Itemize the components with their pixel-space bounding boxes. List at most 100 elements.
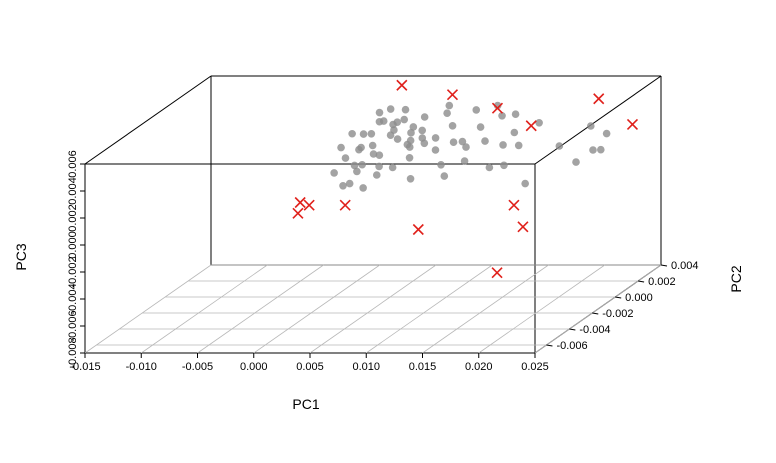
y-tick-label: -0.002: [602, 308, 633, 320]
x-tick-label: 0.010: [352, 361, 380, 373]
z-tick-label: -0.002: [67, 256, 79, 287]
highlight-point: [626, 118, 639, 130]
z-tick-label: -0.008: [67, 337, 79, 368]
floor-grid-line: [197, 264, 324, 354]
data-points: [292, 79, 639, 279]
floor-grid-line: [253, 264, 380, 354]
data-point: [337, 143, 345, 152]
data-point: [406, 175, 415, 183]
data-point: [449, 138, 458, 146]
data-point: [368, 141, 377, 150]
data-point: [498, 112, 506, 120]
data-point: [458, 137, 467, 146]
highlight-point: [396, 79, 408, 91]
z-tick-label: 0.000: [67, 231, 79, 259]
z-tick-label: 0.004: [67, 177, 79, 205]
y-axis-title: PC2: [728, 265, 744, 292]
data-point: [521, 179, 529, 188]
y-tick-mark: [592, 312, 599, 315]
data-point: [406, 136, 415, 145]
x-tick-label: 0.005: [296, 361, 324, 373]
floor-grid-line: [141, 264, 268, 354]
data-point: [472, 106, 481, 114]
data-point: [358, 160, 366, 169]
data-point: [375, 162, 383, 171]
data-point: [431, 134, 440, 142]
data-point: [341, 154, 350, 162]
data-point: [386, 105, 395, 113]
highlight-point: [339, 199, 351, 211]
y-tick-mark: [638, 280, 645, 283]
floor-grid: [84, 264, 662, 354]
data-point: [481, 137, 489, 145]
y-tick-label: 0.000: [625, 292, 653, 304]
data-point: [602, 129, 611, 138]
data-point: [420, 113, 429, 121]
data-point: [388, 163, 397, 172]
data-point: [420, 139, 429, 148]
floor-grid-line: [478, 264, 605, 354]
data-point: [499, 141, 507, 149]
plot-box: [84, 75, 662, 354]
box-edge: [84, 75, 212, 165]
data-point: [401, 105, 410, 114]
x-tick-label: -0.005: [182, 361, 213, 373]
data-point: [437, 161, 445, 169]
highlight-point: [508, 199, 520, 211]
highlight-point: [525, 120, 537, 132]
data-point: [511, 110, 520, 118]
data-point: [587, 122, 595, 130]
highlight-point: [446, 89, 459, 101]
data-point: [353, 167, 361, 176]
floor-grid-line: [84, 264, 212, 354]
y-tick-mark: [660, 264, 668, 267]
x-tick-label: 0.020: [465, 361, 493, 373]
data-point: [418, 126, 427, 135]
data-point: [375, 108, 384, 117]
data-point: [500, 161, 508, 170]
z-tick-label: 0.002: [67, 204, 79, 232]
y-tick-label: 0.004: [671, 260, 699, 272]
data-point: [535, 119, 543, 127]
z-axis-title: PC3: [13, 243, 29, 270]
data-point: [350, 161, 359, 170]
data-point: [379, 117, 388, 125]
data-point: [357, 143, 365, 152]
y-tick-label: -0.006: [556, 340, 587, 352]
x-axis-title: PC1: [292, 396, 319, 412]
x-tick-label: 0.025: [521, 361, 549, 373]
data-point: [476, 123, 485, 131]
z-tick-label: -0.004: [67, 283, 79, 314]
data-point: [510, 128, 519, 137]
x-tick-label: 0.000: [240, 361, 268, 373]
data-point: [514, 141, 523, 150]
data-point: [339, 182, 347, 190]
data-point: [367, 130, 376, 138]
floor-grid-line: [309, 264, 437, 354]
data-point: [409, 123, 418, 131]
floor-grid-line: [534, 264, 662, 354]
highlight-point: [517, 221, 529, 233]
data-point: [407, 129, 415, 137]
data-point: [400, 115, 409, 124]
data-point: [345, 179, 354, 188]
highlight-point: [292, 207, 304, 219]
highlight-point: [303, 199, 315, 211]
data-point: [330, 169, 338, 177]
highlight-point: [294, 196, 306, 209]
z-tick-label: -0.006: [67, 310, 79, 341]
data-point: [589, 146, 597, 154]
data-point: [348, 129, 356, 138]
data-point: [431, 146, 440, 154]
data-point: [405, 154, 414, 162]
y-tick-label: -0.004: [579, 324, 610, 336]
data-point: [390, 126, 398, 134]
axis-ticks: -0.015 -0.010 -0.005 0.000 0.005 0.010 0.015 0.…: [67, 150, 699, 373]
data-point: [597, 145, 605, 154]
x-tick-label: -0.010: [126, 361, 157, 373]
data-point: [393, 118, 402, 126]
data-point: [359, 184, 367, 192]
data-point: [372, 171, 381, 179]
data-point: [440, 172, 449, 180]
